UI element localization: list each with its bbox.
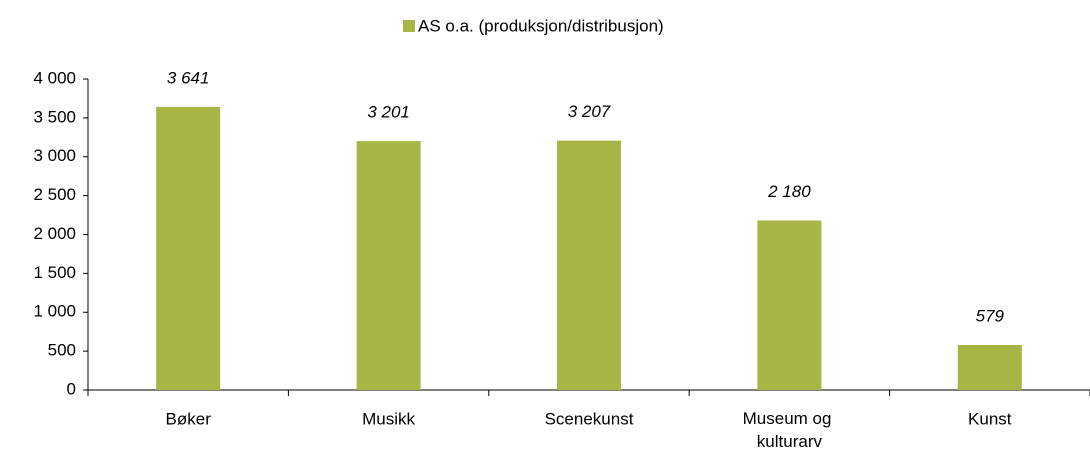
y-tick-label: 3 500 bbox=[33, 107, 76, 126]
y-tick-label: 1 000 bbox=[33, 302, 76, 321]
value-label: 3 207 bbox=[568, 102, 611, 121]
y-tick-label: 2 000 bbox=[33, 224, 76, 243]
y-tick-label: 4 000 bbox=[33, 68, 76, 87]
legend-label: AS o.a. (produksjon/distribusjon) bbox=[418, 16, 664, 35]
bar bbox=[156, 106, 221, 391]
y-tick-label: 1 500 bbox=[33, 263, 76, 282]
value-label: 579 bbox=[976, 306, 1005, 325]
value-label: 3 641 bbox=[167, 68, 210, 87]
x-tick-label: Museum og kulturarv bbox=[743, 409, 837, 451]
y-tick-label: 0 bbox=[67, 379, 76, 398]
x-tick-label: Kunst bbox=[968, 409, 1012, 428]
y-tick-label: 3 000 bbox=[33, 146, 76, 165]
y-tick-label: 500 bbox=[48, 341, 76, 360]
legend-swatch bbox=[403, 20, 415, 32]
value-label: 2 180 bbox=[767, 182, 811, 201]
bar bbox=[957, 344, 1022, 390]
x-tick-label: Bøker bbox=[166, 409, 212, 428]
y-tick-label: 2 500 bbox=[33, 185, 76, 204]
value-label: 3 201 bbox=[367, 103, 410, 122]
bar bbox=[557, 140, 621, 390]
x-tick-label: Musikk bbox=[362, 409, 415, 428]
bar bbox=[356, 141, 421, 390]
x-tick-label: Scenekunst bbox=[545, 409, 634, 428]
bar bbox=[757, 220, 822, 390]
